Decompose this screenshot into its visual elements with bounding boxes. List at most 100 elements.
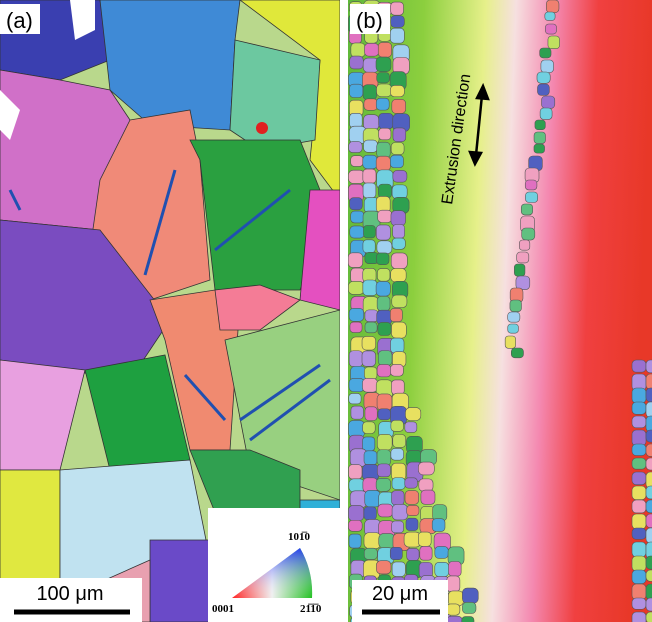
figure: Extrusion direction (a) (b) 100 μm 20 μm… [0,0,652,622]
grain [545,24,556,34]
grain [393,225,405,239]
grain [362,378,377,392]
panel-label: (a) [6,8,33,33]
grain [646,612,652,622]
grain [525,180,537,190]
grain [462,617,474,622]
ebsd-map-b: Extrusion direction [348,0,652,622]
grain [420,546,432,560]
grain [376,84,391,97]
grain [350,322,362,333]
grain [348,253,362,268]
grain [535,120,545,130]
grain [363,115,378,130]
grain [376,253,389,265]
grain [646,570,652,581]
grain [379,128,391,140]
grain [646,416,652,432]
grain [350,56,364,69]
grain [646,584,652,600]
grain [646,444,652,456]
grain [349,308,364,321]
grain [393,435,406,448]
grain [390,364,403,376]
grain [393,170,407,182]
grain [632,486,646,500]
grain [364,451,377,465]
grain [390,308,402,321]
grain [377,464,390,477]
grain [378,210,392,222]
grain [632,598,646,609]
grain [391,2,404,15]
grain [390,547,402,559]
grain [377,296,390,310]
grain [391,268,406,282]
grain [646,598,652,611]
grain [508,312,520,322]
grain [392,562,405,577]
grain [519,240,529,250]
grain [362,351,376,366]
grain [363,155,378,169]
grain [632,360,646,372]
grain [376,225,390,240]
grain [407,505,419,515]
grain [516,276,530,290]
grain [364,507,376,520]
grain [348,520,362,531]
grain [540,48,551,58]
grain [377,269,390,282]
grain [525,192,537,203]
grain [377,72,390,82]
grain [364,533,381,549]
grain [391,448,404,460]
grain [632,500,646,513]
grain [392,185,407,199]
grain [378,42,391,57]
scale-label: 20 μm [372,583,428,605]
grain [632,472,646,485]
grain [540,108,552,119]
grain [363,183,376,198]
grain [351,268,365,283]
grain [392,238,405,249]
grain [646,486,652,499]
grain [376,281,390,295]
grain [376,156,390,171]
grain [541,60,554,73]
grain [391,338,404,353]
grain [405,491,419,505]
grain [349,479,365,492]
scale-label: 100 μm [36,583,103,605]
grain [632,402,646,414]
grain [365,310,378,322]
grain [632,528,646,539]
grain [392,478,405,490]
grain [646,402,652,418]
grain [391,16,405,28]
grain [419,479,433,491]
legend-label: 101̅0 [288,531,311,543]
grain [391,420,404,431]
grain [376,561,391,574]
grain [632,444,646,456]
grain [349,534,361,548]
grain [349,393,361,403]
grain [405,478,418,488]
grain [505,336,515,348]
grain [392,295,407,308]
grain [514,264,525,276]
grain [632,584,646,600]
grain [365,490,381,507]
grain [538,84,550,95]
grain [365,322,377,333]
grain [379,534,395,549]
legend-label: 21̅1̅0 [300,603,322,615]
grain [447,604,460,615]
grain [632,416,646,428]
grain [435,546,448,558]
grain [378,504,393,517]
grain [391,142,404,154]
grain [646,374,652,389]
